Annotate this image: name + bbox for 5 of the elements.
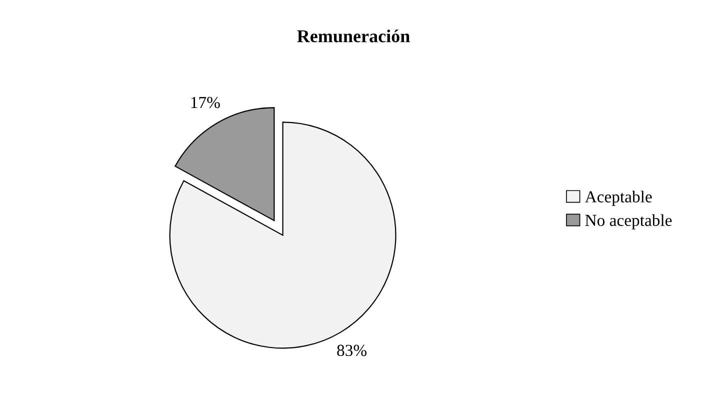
data-label: 83%: [337, 344, 367, 356]
chart-title: Remuneración: [297, 30, 410, 42]
legend-label: Aceptable: [584, 190, 652, 206]
data-label: 17%: [191, 96, 220, 108]
legend-label: No aceptable: [585, 214, 672, 230]
